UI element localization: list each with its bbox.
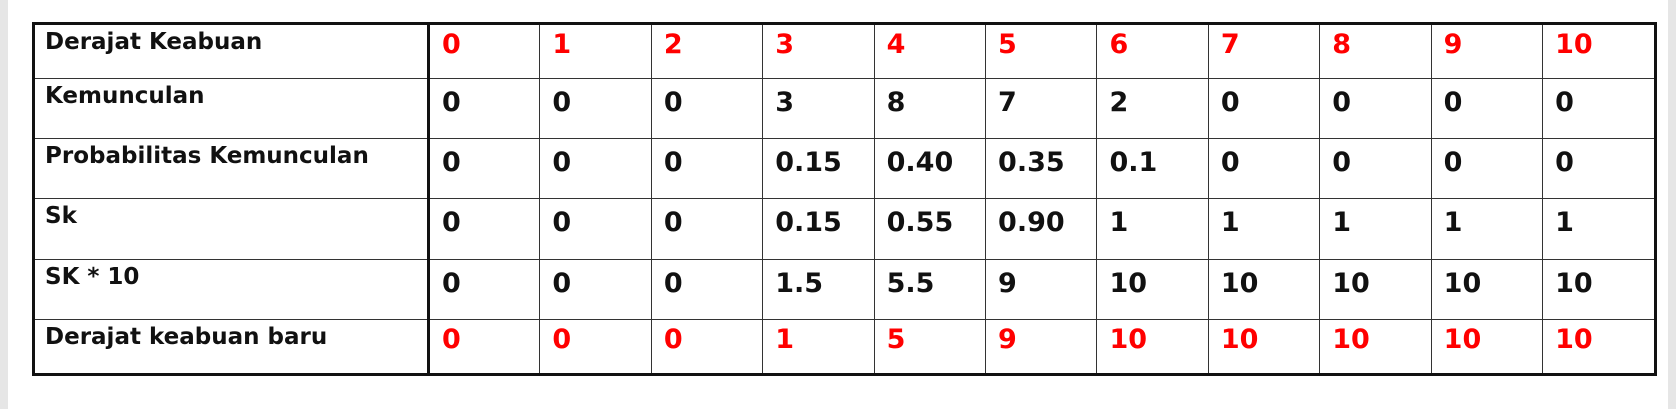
table-cell: 7	[985, 77, 1098, 140]
table-cell: 10	[1430, 318, 1544, 373]
table-cell: 1	[1319, 198, 1432, 260]
document-page: Derajat Keabuan 0 1 2 3 4 5 6 7 8 9 10 Kemunculan 0 0 0…	[8, 0, 1668, 409]
table-cell: 0	[539, 138, 652, 200]
row-label: SK * 10	[35, 258, 430, 320]
table-cell: 0	[539, 318, 652, 373]
table-cell: 0	[539, 77, 652, 140]
table-cell: 0.55	[873, 198, 987, 260]
table-cell: 0	[1207, 77, 1321, 140]
table-cell: 0	[427, 198, 541, 260]
table-cell: 7	[1207, 25, 1321, 79]
row-label: Sk	[35, 198, 430, 260]
table-cell: 0	[650, 138, 764, 200]
table-cell: 10	[1319, 258, 1432, 320]
table-cell: 10	[1096, 318, 1209, 373]
row-derajat-keabuan: Derajat Keabuan 0 1 2 3 4 5 6 7 8 9 10	[35, 25, 1654, 79]
row-label: Probabilitas Kemunculan	[35, 138, 430, 200]
table-cell: 2	[1096, 77, 1209, 140]
table-cell: 10	[1319, 318, 1432, 373]
row-derajat-keabuan-baru: Derajat keabuan baru 0 0 0 1 5 9 10 10 10 10 10	[35, 318, 1654, 373]
table-cell: 1	[762, 318, 875, 373]
row-sk: Sk 0 0 0 0.15 0.55 0.90 1 1 1 1 1	[35, 198, 1654, 260]
table-cell: 10	[1207, 258, 1321, 320]
table-cell: 9	[985, 258, 1098, 320]
table-cell: 5.5	[873, 258, 987, 320]
table-cell: 4	[873, 25, 987, 79]
table-cell: 8	[873, 77, 987, 140]
table-cell: 0	[650, 318, 764, 373]
table-cell: 10	[1542, 25, 1654, 79]
table-cell: 1	[1542, 198, 1654, 260]
table-cell: 10	[1207, 318, 1321, 373]
table-cell: 1	[1096, 198, 1209, 260]
table-cell: 10	[1542, 318, 1654, 373]
table-cell: 0	[539, 198, 652, 260]
table-cell: 3	[762, 25, 875, 79]
table-cell: 1.5	[762, 258, 875, 320]
table-body: Derajat Keabuan 0 1 2 3 4 5 6 7 8 9 10 Kemunculan 0 0 0…	[35, 25, 1654, 373]
row-kemunculan: Kemunculan 0 0 0 3 8 7 2 0 0 0 0	[35, 77, 1654, 140]
table-cell: 0	[427, 25, 541, 79]
table-cell: 0.15	[762, 138, 875, 200]
table-cell: 10	[1542, 258, 1654, 320]
table-cell: 0	[1430, 138, 1544, 200]
row-sk-times-10: SK * 10 0 0 0 1.5 5.5 9 10 10 10 10 10	[35, 258, 1654, 320]
table-cell: 1	[1430, 198, 1544, 260]
table-cell: 0	[1319, 138, 1432, 200]
table-cell: 0	[650, 198, 764, 260]
table-cell: 10	[1430, 258, 1544, 320]
data-table: Derajat Keabuan 0 1 2 3 4 5 6 7 8 9 10 Kemunculan 0 0 0…	[35, 25, 1654, 373]
table-cell: 0	[1207, 138, 1321, 200]
table-cell: 0	[650, 77, 764, 140]
table-cell: 0	[650, 258, 764, 320]
table-cell: 0.1	[1096, 138, 1209, 200]
table-cell: 0	[427, 138, 541, 200]
table-cell: 6	[1096, 25, 1209, 79]
table-cell: 0.35	[985, 138, 1098, 200]
table-cell: 0.15	[762, 198, 875, 260]
table-cell: 8	[1319, 25, 1432, 79]
table-cell: 0	[427, 318, 541, 373]
table-cell: 3	[762, 77, 875, 140]
table-cell: 0	[1542, 77, 1654, 140]
table-cell: 10	[1096, 258, 1209, 320]
table-cell: 5	[985, 25, 1098, 79]
table-cell: 2	[650, 25, 764, 79]
table-cell: 1	[1207, 198, 1321, 260]
row-probabilitas-kemunculan: Probabilitas Kemunculan 0 0 0 0.15 0.40 0.35 0.…	[35, 138, 1654, 200]
table-cell: 9	[1430, 25, 1544, 79]
row-label: Derajat Keabuan	[35, 25, 430, 79]
histogram-equalization-table: Derajat Keabuan 0 1 2 3 4 5 6 7 8 9 10 Kemunculan 0 0 0…	[32, 22, 1657, 376]
table-cell: 0	[427, 77, 541, 140]
table-cell: 0	[1319, 77, 1432, 140]
row-label: Derajat keabuan baru	[35, 318, 430, 373]
table-cell: 0	[1430, 77, 1544, 140]
table-cell: 5	[873, 318, 987, 373]
table-cell: 0.90	[985, 198, 1098, 260]
table-cell: 0	[1542, 138, 1654, 200]
table-cell: 0	[427, 258, 541, 320]
table-cell: 0	[539, 258, 652, 320]
row-label: Kemunculan	[35, 77, 430, 140]
table-cell: 9	[985, 318, 1098, 373]
table-cell: 0.40	[873, 138, 987, 200]
table-cell: 1	[539, 25, 652, 79]
